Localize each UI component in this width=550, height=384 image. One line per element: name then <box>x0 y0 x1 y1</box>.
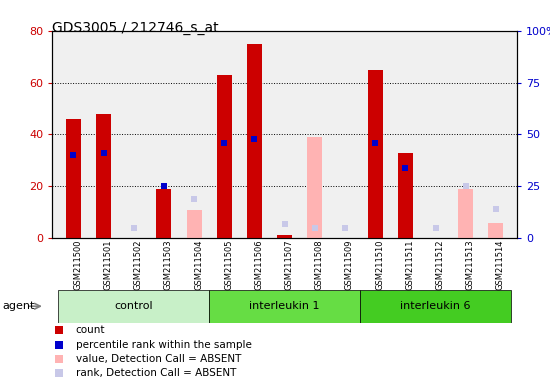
Bar <box>360 290 511 323</box>
Bar <box>156 189 172 238</box>
Text: GSM211511: GSM211511 <box>405 240 414 290</box>
Bar <box>307 137 322 238</box>
Text: GSM211507: GSM211507 <box>285 240 294 290</box>
Text: GSM211508: GSM211508 <box>315 240 324 290</box>
Text: value, Detection Call = ABSENT: value, Detection Call = ABSENT <box>76 354 241 364</box>
Text: GSM211506: GSM211506 <box>255 240 263 290</box>
Text: percentile rank within the sample: percentile rank within the sample <box>76 339 251 349</box>
Bar <box>488 223 503 238</box>
Text: GSM211502: GSM211502 <box>134 240 143 290</box>
Bar <box>96 114 111 238</box>
Bar <box>186 210 202 238</box>
Bar <box>247 44 262 238</box>
Bar <box>217 75 232 238</box>
Text: GSM211510: GSM211510 <box>375 240 384 290</box>
Text: GSM211513: GSM211513 <box>466 240 475 290</box>
Text: agent: agent <box>3 301 35 311</box>
Text: GSM211500: GSM211500 <box>73 240 82 290</box>
Bar <box>66 119 81 238</box>
Bar <box>58 290 209 323</box>
Bar <box>398 152 413 238</box>
Text: interleukin 1: interleukin 1 <box>249 301 320 311</box>
Text: GSM211509: GSM211509 <box>345 240 354 290</box>
Bar <box>277 235 292 238</box>
Text: rank, Detection Call = ABSENT: rank, Detection Call = ABSENT <box>76 368 236 378</box>
Text: GSM211501: GSM211501 <box>103 240 113 290</box>
Bar <box>367 70 383 238</box>
Bar <box>209 290 360 323</box>
Text: GSM211512: GSM211512 <box>436 240 444 290</box>
Bar <box>458 189 473 238</box>
Text: GSM211514: GSM211514 <box>496 240 505 290</box>
Text: control: control <box>114 301 153 311</box>
Text: GSM211503: GSM211503 <box>164 240 173 290</box>
Text: interleukin 6: interleukin 6 <box>400 301 471 311</box>
Text: GSM211504: GSM211504 <box>194 240 203 290</box>
Text: GDS3005 / 212746_s_at: GDS3005 / 212746_s_at <box>52 21 219 35</box>
Text: count: count <box>76 325 105 336</box>
Text: GSM211505: GSM211505 <box>224 240 233 290</box>
